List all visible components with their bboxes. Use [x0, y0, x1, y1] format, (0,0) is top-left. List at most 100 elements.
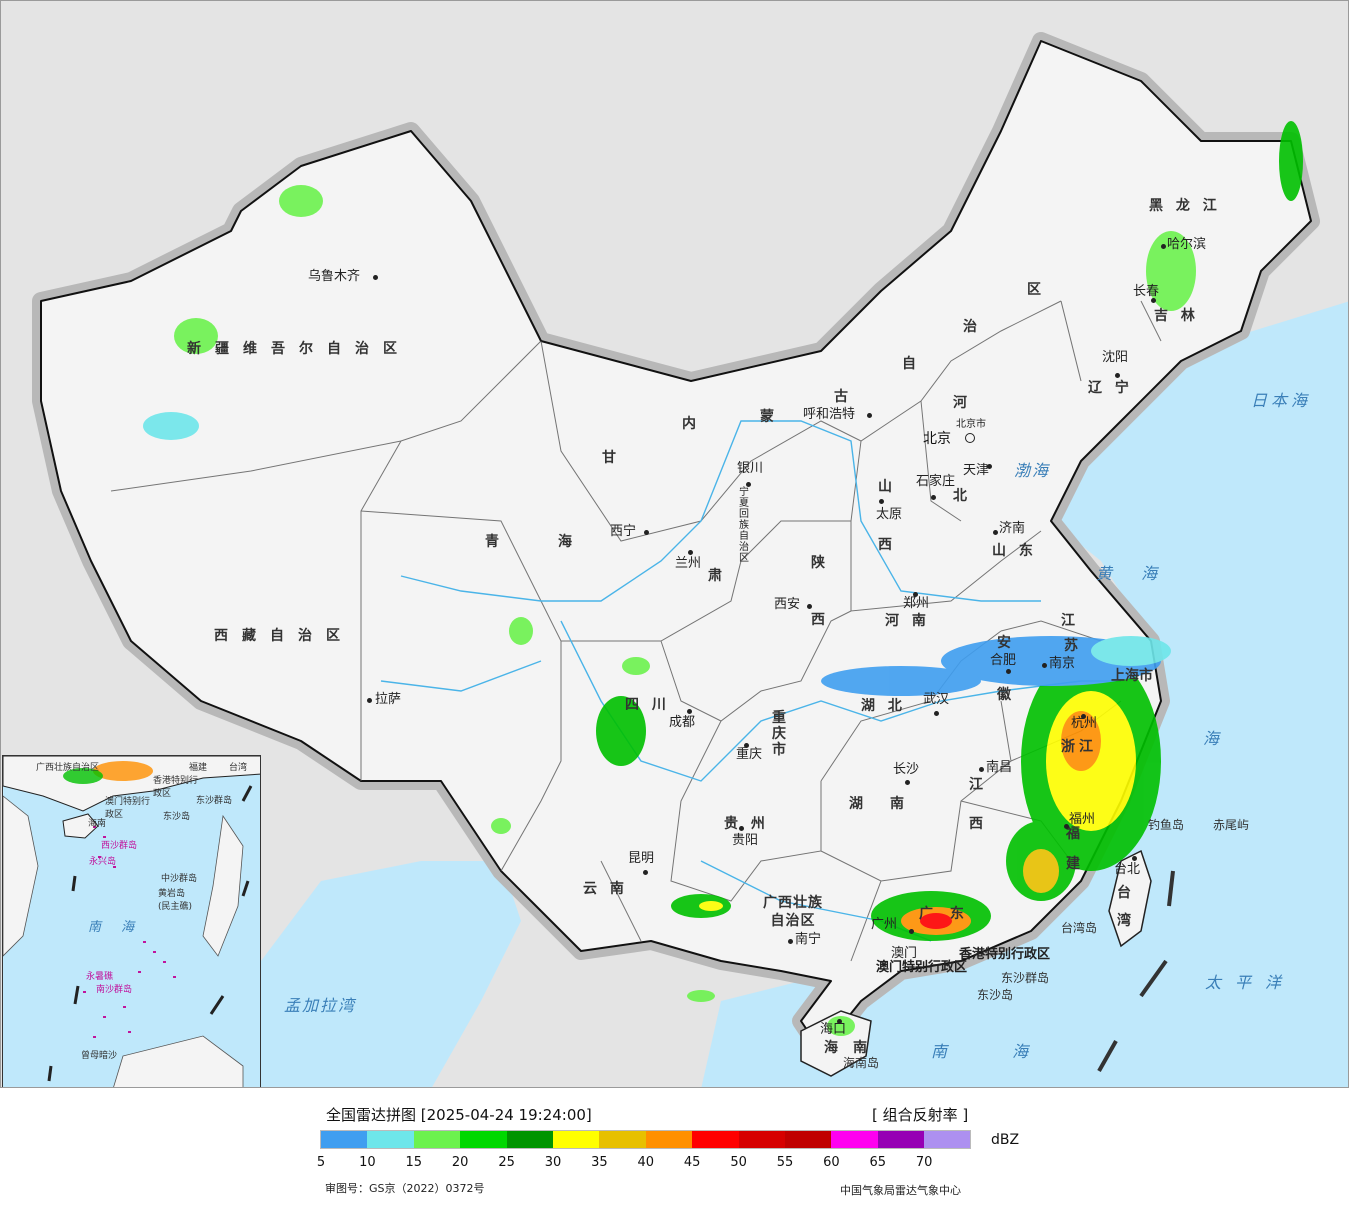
inset-dongsha-qundao: 东沙群岛: [196, 796, 233, 806]
city-changsha: 长沙: [893, 762, 920, 777]
map-canvas: [32, 32, 1348, 1087]
tick-label: 35: [591, 1155, 608, 1170]
tick-label: 40: [637, 1155, 655, 1170]
inset-hainan: [62, 813, 99, 839]
city-fuzhou: 福州: [1069, 812, 1096, 827]
region-xizang: 西藏自治区: [214, 628, 354, 644]
region-macau: 澳门特别行政区: [876, 960, 968, 975]
city-nanning: 南宁: [795, 932, 822, 947]
sea-riben: 日本海: [1251, 391, 1312, 410]
city-dot: [373, 275, 378, 280]
city-yinchuan: 银川: [737, 461, 764, 476]
city-dot: [1132, 856, 1137, 861]
region-jiangsu-1: 江: [1061, 613, 1075, 629]
color-swatch: [552, 1131, 600, 1148]
region-qinghai-1: 青: [485, 534, 499, 550]
sea-bengal: 孟加拉湾: [284, 996, 357, 1015]
color-swatch: [831, 1131, 878, 1148]
maritime-boundary: [1097, 870, 1175, 1072]
city-dot: [739, 826, 744, 831]
city-guangzhou: 广州: [871, 917, 898, 932]
city-urumqi: 乌鲁木齐: [308, 269, 361, 284]
sea-nanhai: 南 海: [931, 1042, 1059, 1061]
tick-label: 10: [359, 1155, 376, 1170]
inset-hainan: 海南: [88, 819, 107, 829]
color-swatch: [738, 1131, 785, 1148]
region-fujian: 福 建: [1066, 826, 1080, 872]
tick-label: 25: [498, 1155, 515, 1170]
island-diaoyu: 钓鱼岛: [1148, 818, 1185, 832]
tick-label: 65: [869, 1155, 887, 1170]
island-hainandao: 海南岛: [843, 1056, 880, 1070]
agency-name: 中国气象局雷达气象中心: [840, 1184, 961, 1197]
inset-indochina: [3, 795, 39, 957]
region-neimenggu-1: 内: [682, 416, 696, 432]
city-dot: [993, 530, 998, 535]
region-jiangxi-1: 江: [969, 777, 983, 793]
inset-guangxi: 广西壮族自治区: [36, 763, 100, 773]
city-dot: [1042, 663, 1047, 668]
tick-label: 15: [405, 1155, 423, 1170]
island-dongsha: 东沙岛: [977, 988, 1014, 1002]
city-chongqing: 重庆: [736, 747, 763, 762]
city-dot: [643, 870, 648, 875]
taiwan-island: [1108, 849, 1152, 948]
color-swatch: [924, 1131, 971, 1148]
region-neimenggu-5: 治: [963, 319, 977, 335]
region-guangxi: 广西壮族 自治区: [763, 895, 823, 929]
region-shaanxi-1: 陕: [811, 555, 825, 571]
tick-label: 60: [823, 1155, 840, 1170]
city-dot: [837, 1019, 842, 1024]
city-dot: [688, 550, 693, 555]
region-xinjiang: 新疆维吾尔自治区: [187, 341, 411, 357]
city-dot: [746, 482, 751, 487]
inset-mainland: [3, 756, 260, 812]
inset-hongkong: 香港特别行政区: [153, 776, 199, 799]
tick-label: 30: [544, 1155, 562, 1170]
city-nanjing: 南京: [1049, 656, 1076, 671]
region-guangdong: 广 东: [919, 906, 970, 922]
city-dot: [1006, 669, 1011, 674]
approval-number: 审图号：GS京（2022）0372号: [325, 1182, 485, 1195]
inset-nansha: 南沙群岛: [96, 985, 133, 995]
inset-canvas: [3, 756, 260, 1087]
city-harbin: 哈尔滨: [1167, 237, 1207, 252]
city-dot: [931, 495, 936, 500]
region-zhejiang: 浙江: [1061, 739, 1097, 755]
city-chengdu: 成都: [669, 715, 696, 730]
region-anhui-1: 安: [997, 635, 1011, 651]
city-nanchang: 南昌: [986, 760, 1013, 775]
region-guizhou: 贵 州: [724, 816, 769, 832]
region-henan: 河 南: [885, 613, 930, 629]
city-tianjin: 天津: [963, 463, 990, 478]
city-dot: [1115, 373, 1120, 378]
color-swatch: [784, 1131, 832, 1148]
city-hefei: 合肥: [990, 653, 1017, 668]
color-swatch: [692, 1131, 739, 1148]
sea-area: [701, 301, 1348, 1087]
city-dot: [644, 530, 649, 535]
tick-label: 70: [915, 1155, 933, 1170]
radar-map: 新疆维吾尔自治区 西藏自治区 青 海 甘 肃 内 蒙 古 自 治 区 黑 龙 江…: [0, 0, 1349, 1088]
city-beijing: 北京: [923, 431, 951, 447]
city-changchun: 长春: [1133, 284, 1160, 299]
city-lhasa: 拉萨: [375, 692, 402, 707]
south-china-sea-inset: 广西壮族自治区 台湾 福建 香港特别行政区 澳门特别行政区 东沙群岛 东沙岛 海…: [2, 755, 261, 1087]
legend-unit: dBZ: [991, 1132, 1020, 1148]
color-swatch: [413, 1131, 461, 1148]
city-shenyang: 沈阳: [1102, 350, 1129, 365]
color-swatch: [877, 1131, 925, 1148]
region-neimenggu-2: 蒙: [760, 409, 774, 425]
region-hunan-1: 湖: [849, 796, 863, 812]
tick-label: 5: [316, 1155, 326, 1170]
region-hunan-2: 南: [890, 796, 904, 812]
region-sichuan: 四 川: [625, 697, 670, 713]
inset-borneo: [113, 1035, 244, 1087]
city-dot: [987, 464, 992, 469]
region-hubei: 湖 北: [861, 698, 906, 714]
region-taiwan: 台湾: [1117, 885, 1131, 929]
inset-yongxing: 永兴岛: [89, 857, 117, 867]
inset-zhongsha: 中沙群岛: [161, 874, 198, 884]
region-shandong: 山 东: [992, 543, 1037, 559]
radar-echoes: [143, 121, 1303, 1036]
